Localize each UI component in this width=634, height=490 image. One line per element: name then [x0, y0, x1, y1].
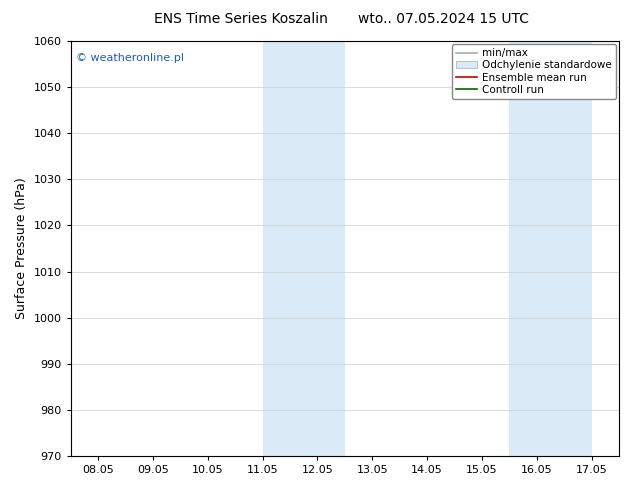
- Y-axis label: Surface Pressure (hPa): Surface Pressure (hPa): [15, 178, 28, 319]
- Legend: min/max, Odchylenie standardowe, Ensemble mean run, Controll run: min/max, Odchylenie standardowe, Ensembl…: [452, 44, 616, 99]
- Text: ENS Time Series Koszalin: ENS Time Series Koszalin: [154, 12, 328, 26]
- Text: © weatheronline.pl: © weatheronline.pl: [76, 53, 184, 64]
- Text: wto.. 07.05.2024 15 UTC: wto.. 07.05.2024 15 UTC: [358, 12, 529, 26]
- Bar: [262, 41, 345, 456]
- Bar: [509, 41, 592, 456]
